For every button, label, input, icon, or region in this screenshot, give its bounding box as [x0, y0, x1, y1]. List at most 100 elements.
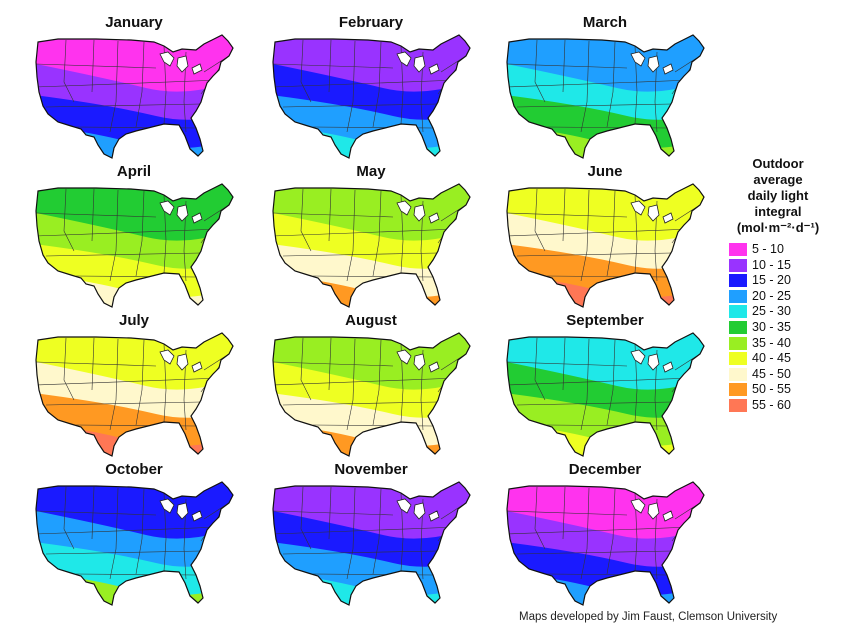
legend-label: 50 - 55 — [752, 382, 791, 397]
state-boundary — [36, 79, 222, 88]
state-boundary — [507, 510, 628, 516]
us-outline — [272, 481, 471, 606]
credit-text: Maps developed by Jim Faust, Clemson Uni… — [519, 611, 778, 623]
us-map-february — [272, 34, 471, 159]
state-boundary — [45, 401, 202, 406]
state-boundary — [273, 377, 459, 386]
color-bands — [36, 482, 233, 605]
state-boundary — [346, 189, 356, 282]
state-boundary — [36, 377, 222, 386]
great-lakes — [159, 51, 203, 75]
state-boundary — [580, 189, 590, 282]
state-boundary — [606, 190, 616, 277]
month-title: September — [566, 312, 644, 329]
legend-item: 30 - 35 — [722, 320, 834, 336]
us-outline — [506, 183, 705, 308]
state-boundary — [36, 361, 157, 367]
band — [36, 571, 233, 605]
state-boundary — [36, 212, 157, 218]
us-outline — [35, 183, 234, 308]
state-boundary — [282, 401, 439, 406]
us-outline — [272, 332, 471, 457]
great-lakes — [630, 498, 674, 522]
color-bands — [273, 333, 470, 456]
state-boundary — [507, 79, 693, 88]
month-title: January — [105, 14, 163, 31]
color-bands — [507, 35, 704, 158]
state-boundary — [36, 63, 157, 69]
state-boundary — [45, 550, 202, 555]
great-lakes — [630, 51, 674, 75]
state-boundary — [45, 252, 202, 257]
legend-title: Outdoor average daily light integral (mo… — [722, 156, 834, 236]
state-boundary — [300, 486, 312, 550]
state-boundary — [346, 338, 356, 431]
state-boundary — [300, 188, 312, 252]
color-bands — [273, 35, 470, 158]
state-boundary — [135, 339, 145, 426]
legend-swatch — [729, 352, 747, 366]
state-boundary — [273, 79, 459, 88]
legend-swatch — [729, 336, 747, 350]
us-map-june — [506, 183, 705, 308]
legend-swatch — [729, 289, 747, 303]
legend-item: 20 - 25 — [722, 289, 834, 305]
legend-title-line: integral — [754, 204, 802, 219]
state-boundary — [534, 486, 546, 550]
legend-title-line: daily light — [747, 188, 809, 203]
state-boundary — [63, 486, 75, 550]
state-boundary — [507, 526, 693, 535]
state-boundary — [346, 40, 356, 133]
legend-label: 55 - 60 — [752, 397, 791, 412]
state-boundary — [273, 63, 394, 69]
legend-item: 50 - 55 — [722, 382, 834, 398]
state-boundary — [135, 488, 145, 575]
state-boundary — [507, 377, 693, 386]
state-boundary — [135, 41, 145, 128]
legend-item: 25 - 30 — [722, 304, 834, 320]
state-boundary — [346, 487, 356, 580]
state-boundary — [63, 188, 75, 252]
us-map-may — [272, 183, 471, 308]
us-map-march — [506, 34, 705, 159]
state-boundary — [534, 337, 546, 401]
month-title: June — [587, 163, 623, 180]
legend-item: 45 - 50 — [722, 367, 834, 383]
us-map-september — [506, 332, 705, 457]
band — [273, 571, 470, 605]
legend-title-line: (mol·m⁻²·d⁻¹) — [736, 220, 820, 235]
state-boundary — [109, 189, 119, 282]
state-boundary — [507, 361, 628, 367]
legend-label: 45 - 50 — [752, 366, 791, 381]
legend-item: 55 - 60 — [722, 398, 834, 414]
month-title: April — [116, 163, 152, 180]
color-bands — [507, 333, 704, 456]
month-title: February — [338, 14, 404, 31]
great-lakes — [159, 200, 203, 224]
us-outline — [506, 332, 705, 457]
legend-label: 40 - 45 — [752, 351, 791, 366]
legend-label: 5 - 10 — [752, 242, 784, 256]
state-boundary — [273, 510, 394, 516]
legend-label: 20 - 25 — [752, 288, 791, 303]
state-boundary — [580, 40, 590, 133]
month-title: July — [118, 312, 149, 329]
legend-swatch — [729, 258, 747, 272]
state-boundary — [63, 39, 75, 103]
state-boundary — [300, 39, 312, 103]
state-boundary — [372, 41, 382, 128]
legend-swatch — [729, 305, 747, 319]
legend-label: 35 - 40 — [752, 335, 791, 350]
color-bands — [36, 35, 233, 158]
legend-title-line: Outdoor — [752, 156, 804, 171]
legend-items: 5 - 10 10 - 15 15 - 20 20 - 25 25 - 30 30 - 3… — [722, 242, 834, 414]
legend-swatch — [729, 274, 747, 288]
legend-label: 10 - 15 — [752, 257, 791, 272]
state-boundary — [606, 488, 616, 575]
legend-item: 10 - 15 — [722, 258, 834, 274]
us-map-july — [35, 332, 234, 457]
state-boundary — [36, 526, 222, 535]
state-boundary — [36, 228, 222, 237]
legend-label: 30 - 35 — [752, 319, 791, 334]
